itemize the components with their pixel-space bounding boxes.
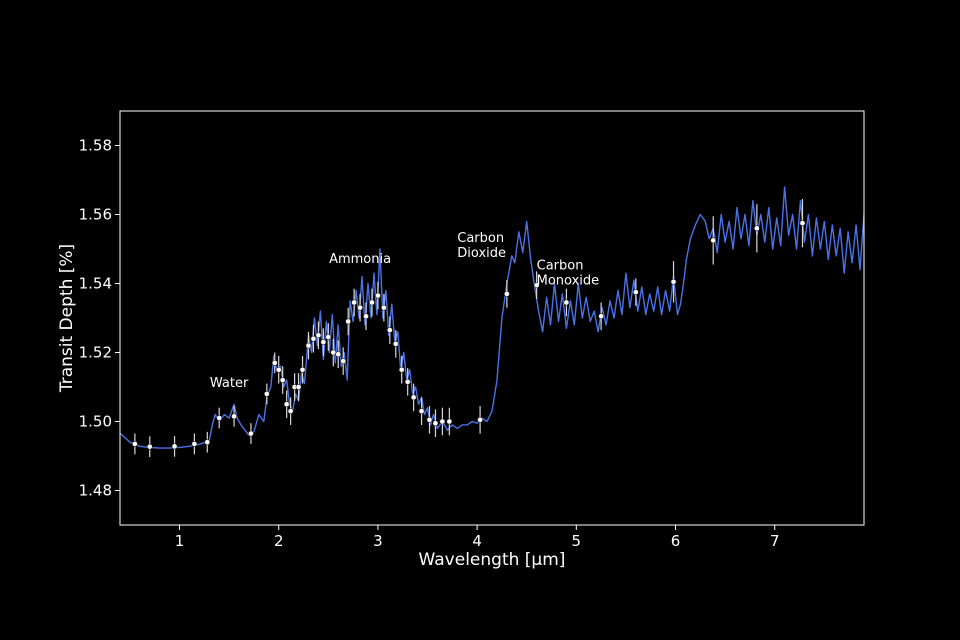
data-point-34 <box>398 366 405 373</box>
x-tick-label-3: 4 <box>472 532 482 550</box>
data-point-45 <box>563 299 570 306</box>
data-point-5 <box>216 415 223 421</box>
data-point-33 <box>392 340 399 347</box>
data-point-15 <box>295 384 302 390</box>
annotation-carbon-dioxide: Carbon Dioxide <box>457 231 506 261</box>
data-point-25 <box>345 318 352 325</box>
data-point-44 <box>533 282 540 289</box>
data-point-20 <box>320 339 327 346</box>
data-point-6 <box>231 413 237 420</box>
data-point-24 <box>340 358 347 365</box>
annotation-carbon-monoxide: Carbon Monoxide <box>537 259 600 289</box>
y-tick-label-5: 1.58 <box>79 137 112 155</box>
data-point-46 <box>598 313 605 320</box>
x-tick-label-0: 1 <box>175 532 185 550</box>
data-point-19 <box>315 332 322 339</box>
data-point-31 <box>380 304 387 311</box>
x-tick-label-1: 2 <box>274 532 284 550</box>
data-point-21 <box>325 334 332 340</box>
data-point-37 <box>418 408 425 415</box>
y-tick-label-0: 1.48 <box>79 482 112 500</box>
data-point-48 <box>670 278 677 285</box>
data-point-2 <box>171 443 178 450</box>
data-point-16 <box>299 366 306 373</box>
x-tick-label-6: 7 <box>770 532 780 550</box>
x-axis-title: Wavelength [μm] <box>419 550 566 570</box>
data-point-40 <box>439 418 446 425</box>
plot-frame <box>119 110 865 526</box>
data-point-42 <box>477 416 483 423</box>
data-point-18 <box>310 335 317 342</box>
data-point-26 <box>351 299 358 306</box>
data-point-51 <box>799 220 806 227</box>
data-point-36 <box>410 394 417 401</box>
data-point-9 <box>271 359 278 366</box>
y-tick-label-2: 1.52 <box>79 344 112 362</box>
x-tick-label-4: 5 <box>572 532 582 550</box>
data-point-32 <box>386 327 393 333</box>
data-point-3 <box>191 441 198 447</box>
x-tick-label-5: 6 <box>671 532 681 550</box>
data-point-30 <box>375 292 381 299</box>
annotation-water: Water <box>210 376 249 391</box>
data-point-47 <box>632 289 639 296</box>
data-point-35 <box>404 378 411 385</box>
x-tick-label-2: 3 <box>373 532 383 550</box>
data-point-49 <box>710 237 717 244</box>
y-tick-label-3: 1.54 <box>79 275 112 293</box>
data-point-28 <box>363 313 369 320</box>
data-point-0 <box>131 441 138 447</box>
data-point-27 <box>357 304 363 311</box>
data-point-23 <box>335 351 342 358</box>
data-point-17 <box>305 342 312 349</box>
data-point-10 <box>275 366 282 373</box>
y-tick-label-1: 1.50 <box>79 413 112 431</box>
data-point-12 <box>283 401 290 408</box>
data-point-8 <box>263 390 270 397</box>
data-point-13 <box>287 408 294 415</box>
data-point-11 <box>279 377 286 383</box>
data-point-43 <box>503 290 510 297</box>
y-axis-title: Transit Depth [%] <box>57 244 77 393</box>
data-point-41 <box>446 418 453 425</box>
data-point-1 <box>146 443 153 450</box>
data-point-50 <box>753 225 760 232</box>
annotation-ammonia: Ammonia <box>329 252 391 267</box>
data-point-29 <box>369 299 375 306</box>
data-point-38 <box>426 416 433 423</box>
data-point-22 <box>330 349 337 356</box>
data-point-39 <box>432 420 439 427</box>
data-point-7 <box>248 430 254 437</box>
data-point-4 <box>204 439 211 446</box>
y-tick-label-4: 1.56 <box>79 206 112 224</box>
